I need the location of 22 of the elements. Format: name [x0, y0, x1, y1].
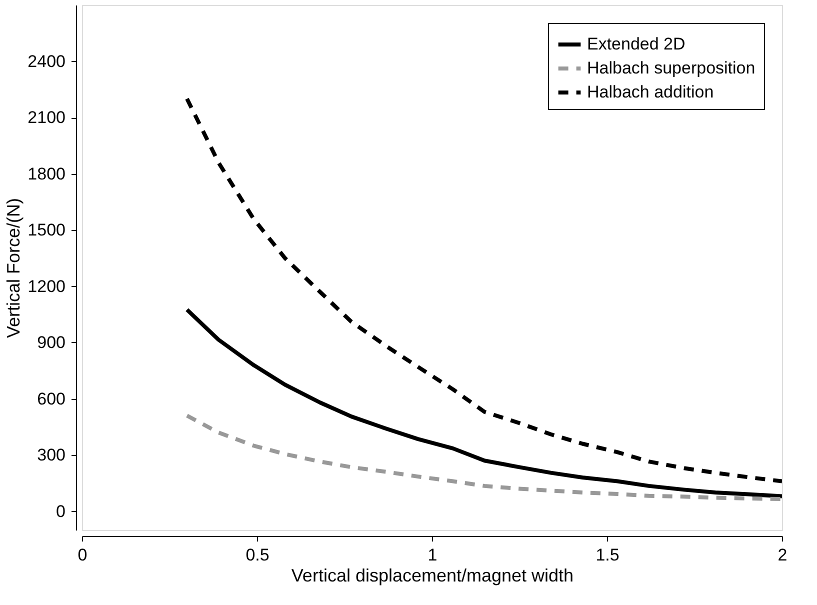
- y-tick-label: 600: [37, 389, 66, 408]
- y-tick-label: 2400: [28, 52, 66, 71]
- x-tick-label: 1.5: [596, 546, 620, 564]
- y-tick-label: 300: [37, 446, 66, 464]
- y-tick-label: 2100: [28, 108, 66, 127]
- x-axis-title: Vertical displacement/magnet width: [291, 566, 574, 586]
- legend-label: Halbach superposition: [587, 58, 756, 78]
- x-tick-label: 0: [78, 546, 88, 564]
- y-tick-label: 0: [56, 502, 66, 521]
- x-tick-label: 0.5: [246, 546, 270, 564]
- legend-label: Extended 2D: [587, 34, 686, 54]
- y-tick-label: 1800: [28, 164, 66, 184]
- line-series: [185, 96, 782, 484]
- legend-label: Halbach addition: [587, 82, 714, 102]
- y-axis-title: Vertical Force/(N): [4, 198, 24, 338]
- y-tick-label: 900: [37, 333, 66, 352]
- y-tick-label: 1500: [28, 220, 66, 240]
- line-series: [185, 308, 782, 498]
- y-tick-label: 1200: [28, 276, 66, 296]
- x-tick-label: 1: [428, 546, 438, 564]
- x-tick-label: 2: [778, 546, 788, 564]
- line-series: [185, 414, 782, 502]
